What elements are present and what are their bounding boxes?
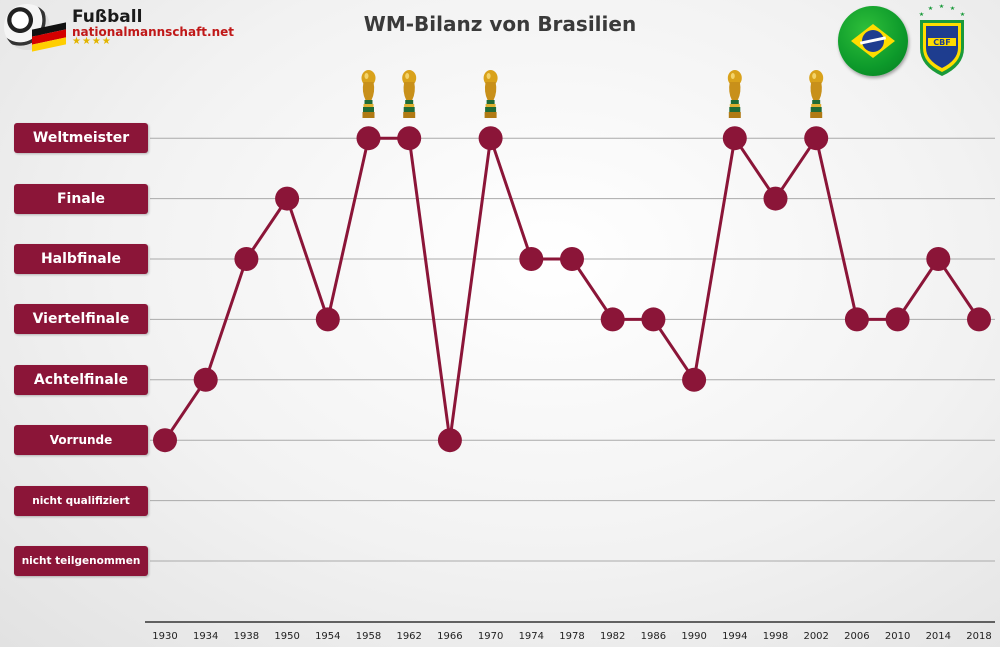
year-tick-label: 1974 [518,631,545,642]
trophy-icon [361,70,376,118]
trophy-icon [727,70,742,118]
level-label: nicht teilgenommen [14,546,148,576]
year-tick-label: 1950 [274,631,300,642]
data-point [885,307,910,332]
year-tick-label: 1930 [152,631,178,642]
year-tick-label: 1986 [640,631,667,642]
year-tick-label: 1990 [681,631,707,642]
data-point [641,307,666,332]
year-tick-label: 2018 [966,631,992,642]
trophy-icon [809,70,824,118]
data-point [478,126,503,151]
data-point [682,367,707,392]
year-tick-label: 1970 [477,631,504,642]
year-tick-label: 1958 [355,631,382,642]
level-label: Viertelfinale [14,304,148,335]
data-point [804,126,829,151]
year-tick-label: 1994 [722,631,748,642]
year-tick-label: 1978 [559,631,585,642]
year-tick-label: 1982 [599,631,626,642]
logo-line1: Fußball [72,7,143,27]
site-logo: Fußball nationalmannschaft.net ★★★★ [4,4,234,54]
data-point [967,307,991,332]
year-tick-label: 2014 [925,631,952,642]
brazil-flag-icon [838,6,908,76]
year-tick-label: 1966 [437,631,463,642]
level-label: nicht qualifiziert [14,485,148,516]
data-point [356,126,381,151]
year-tick-label: 1954 [315,631,341,642]
trophy-icon [483,70,498,118]
level-label: Finale [14,183,148,214]
year-tick-label: 1938 [233,631,260,642]
chart-title: WM-Bilanz von Brasilien [363,12,637,36]
trophy-icons [361,70,824,118]
cbf-crest-icon: CBF [919,4,965,76]
trophy-icon [402,70,417,118]
year-tick-label: 2006 [844,631,870,642]
data-point [519,247,544,271]
level-label: Halbfinale [14,244,148,274]
logo-line2: nationalmannschaft.net [72,25,235,39]
data-point [397,126,422,151]
logo-stars: ★★★★ [72,36,112,47]
year-tick-label: 1962 [396,631,422,642]
level-label: Achtelfinale [14,364,148,395]
level-label: Weltmeister [14,123,148,154]
data-points [153,126,991,453]
year-tick-label: 1934 [192,631,219,642]
data-point [560,247,584,271]
svg-text:CBF: CBF [933,38,950,47]
data-point [234,247,259,271]
data-point [926,247,951,271]
data-point [275,186,300,211]
series-line [163,134,981,442]
year-tick-label: 2010 [884,631,911,642]
year-tick-label: 2002 [803,631,829,642]
data-point [193,367,218,392]
data-point [315,307,340,332]
year-tick-label: 1998 [762,631,789,642]
data-point [437,428,462,453]
level-label: Vorrunde [14,425,148,456]
data-point [763,186,788,211]
data-point [600,307,625,332]
data-point [153,428,177,453]
data-point [844,307,869,332]
data-point [722,126,747,151]
